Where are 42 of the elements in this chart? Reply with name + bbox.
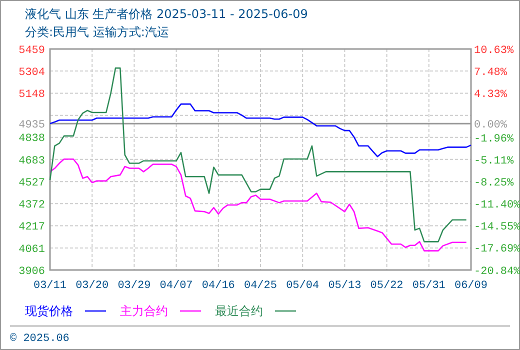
x-tick-label: 04/07	[160, 280, 193, 292]
y-tick-label: 5148	[18, 89, 45, 102]
line-series	[49, 103, 472, 158]
x-tick-label: 05/31	[412, 280, 446, 292]
legend-label: 现货价格	[25, 304, 73, 318]
y-tick-label: 4838	[18, 133, 45, 146]
y2-tick-label: 0.00%	[474, 120, 508, 132]
x-tick-label: 06/09	[454, 280, 488, 292]
text: © 2025.06	[10, 333, 70, 345]
y2-tick-label: 10.63%	[474, 44, 514, 57]
y2-tick-label: -5.11%	[474, 155, 514, 168]
legend-label: 最近合约	[215, 304, 263, 318]
x-tick-label: 03/20	[76, 280, 109, 292]
y-tick-label: 4935	[18, 119, 45, 132]
line-series	[49, 158, 467, 252]
x-tick-label: 03/29	[118, 280, 151, 292]
chart-subtitle: 分类:民用气 运输方式:汽运	[25, 25, 169, 39]
y-tick-label: 5304	[18, 66, 46, 79]
x-tick-label: 04/25	[244, 280, 278, 292]
y2-tick-label: -8.25%	[474, 177, 514, 190]
line-series	[49, 67, 467, 242]
y2-tick-label: -17.69%	[474, 244, 520, 256]
y2-tick-label: -20.84%	[474, 266, 520, 278]
y2-tick-label: -1.96%	[474, 133, 514, 146]
y-tick-label: 4527	[18, 177, 45, 190]
y-tick-label: 4372	[18, 200, 45, 212]
legend-label: 主力合约	[120, 304, 168, 318]
x-tick-label: 05/04	[286, 280, 320, 292]
x-tick-label: 03/11	[33, 280, 67, 292]
y-tick-label: 4217	[18, 222, 45, 234]
y-tick-label: 4683	[18, 155, 45, 168]
y2-tick-label: -11.40%	[474, 200, 520, 212]
x-tick-label: 04/16	[202, 280, 235, 292]
x-tick-label: 05/13	[328, 280, 362, 292]
y-tick-label: 3906	[18, 266, 45, 278]
y-tick-label: 5459	[18, 44, 45, 57]
chart-title: 液化气 山东 生产者价格 2025-03-11 - 2025-06-09	[25, 7, 308, 21]
x-tick-label: 05/22	[370, 280, 404, 292]
y2-tick-label: 7.48%	[474, 66, 508, 79]
y2-tick-label: -14.55%	[474, 222, 520, 234]
y2-tick-label: 4.33%	[474, 89, 508, 102]
y-tick-label: 4061	[18, 244, 46, 256]
